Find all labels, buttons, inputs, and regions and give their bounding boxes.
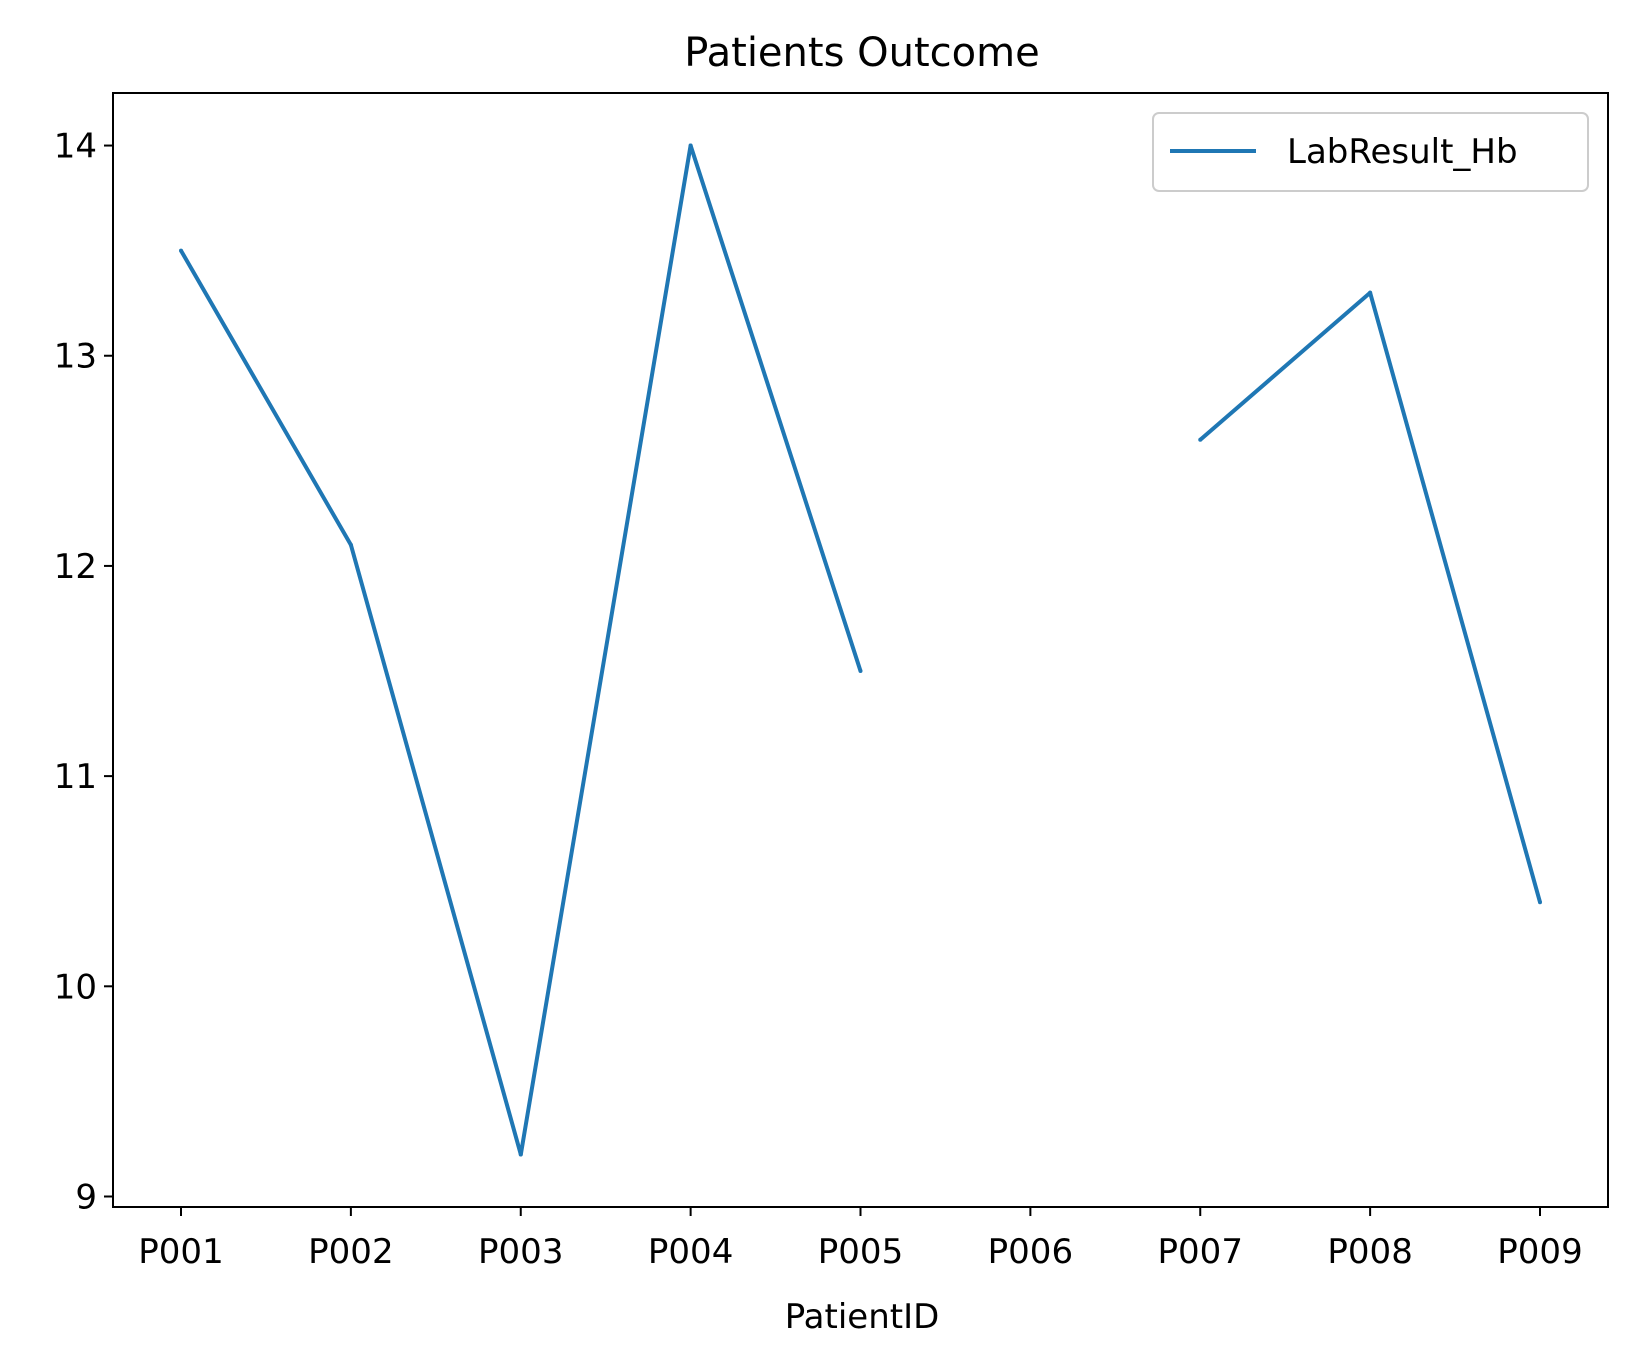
data-point [348,542,353,547]
data-point [688,143,693,148]
x-tick-label: P006 [988,1232,1073,1272]
x-tick-label: P007 [1158,1232,1243,1272]
x-tick-label: P008 [1327,1232,1412,1272]
legend: LabResult_Hb [1152,112,1589,192]
x-tick-label: P005 [818,1232,903,1272]
data-point [858,669,863,674]
y-tick-label: 14 [54,127,97,167]
data-point [1198,437,1203,442]
x-tick-label: P002 [308,1232,393,1272]
x-tick-label: P003 [478,1232,563,1272]
x-tick-label: P009 [1497,1232,1582,1272]
chart-title: Patients Outcome [684,30,1039,76]
data-point [1368,290,1373,295]
data-point [518,1152,523,1157]
x-axis-label: PatientID [785,1297,940,1337]
series-lines [179,143,1542,1157]
y-tick-label: 12 [54,547,97,587]
x-axis: P001 P002 P003 P004 P005 P006 P007 P008 P009 [138,1207,1583,1272]
y-tick-label: 11 [54,757,97,797]
legend-label: LabResult_Hb [1287,132,1518,172]
data-point [179,248,183,253]
y-tick-label: 9 [75,1177,97,1217]
y-axis: 9 10 11 12 13 14 [54,127,113,1217]
y-tick-label: 10 [54,967,97,1007]
y-tick-label: 13 [54,337,97,377]
x-tick-label: P001 [138,1232,223,1272]
x-tick-label: P004 [648,1232,733,1272]
data-point [1538,900,1542,905]
legend-box [1152,112,1589,192]
plot-area: 9 10 11 12 13 14 P001 P002 P003 P004 P005 P006 P007… [54,92,1609,1272]
